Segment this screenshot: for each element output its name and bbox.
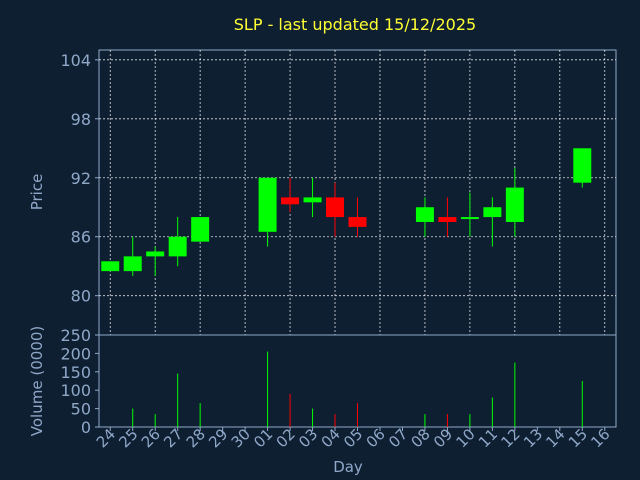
- candle-body-up: [460, 217, 479, 220]
- x-axis: 2425262728293001020304050607080910111213…: [93, 425, 614, 451]
- price-panel: 80 86 92 98 104: [60, 49, 617, 336]
- x-tick-label: 16: [587, 425, 613, 451]
- volume-tick-label: 50: [71, 400, 91, 419]
- x-axis-label: Day: [333, 458, 363, 476]
- volume-axis-label: Volume (0000): [28, 326, 46, 436]
- candle-body-up: [168, 236, 187, 257]
- candle-body-up: [415, 207, 434, 222]
- volume-tick-label: 200: [60, 344, 91, 363]
- price-tick-label: 98: [71, 110, 91, 129]
- candle-body-up: [146, 251, 165, 257]
- price-tick-label: 104: [60, 51, 91, 70]
- chart-title: SLP - last updated 15/12/2025: [234, 15, 476, 34]
- candle-body-up: [191, 217, 210, 242]
- candle-body-up: [123, 256, 142, 272]
- volume-tick-label: 150: [60, 363, 91, 382]
- price-axis-label: Price: [28, 174, 46, 211]
- price-tick-label: 92: [71, 169, 91, 188]
- candle-body-down: [281, 197, 300, 205]
- candle-body-up: [505, 187, 524, 222]
- candle-body-down: [348, 217, 367, 227]
- candle-body-up: [258, 177, 277, 232]
- candle-body-up: [101, 261, 120, 272]
- candle-body-down: [326, 197, 345, 218]
- volume-tick-label: 100: [60, 381, 91, 400]
- candle-body-up: [573, 148, 592, 183]
- price-panel-frame: [98, 49, 617, 336]
- candle-body-down: [438, 217, 457, 222]
- price-tick-label: 86: [71, 228, 91, 247]
- volume-tick-label: 250: [60, 326, 91, 345]
- candle-body-up: [483, 207, 502, 218]
- volume-tick-label: 0: [81, 418, 91, 437]
- price-tick-label: 80: [71, 287, 91, 306]
- candle-body-up: [303, 197, 322, 203]
